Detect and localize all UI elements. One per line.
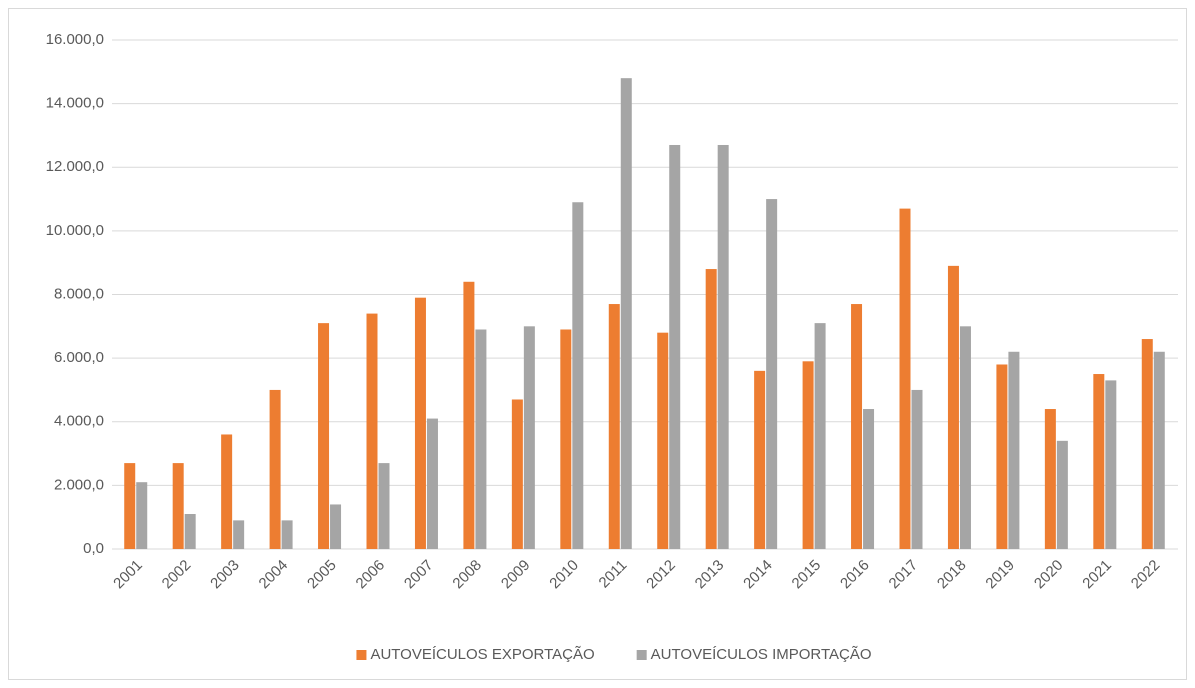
bar	[1093, 374, 1105, 549]
bar	[281, 520, 293, 549]
bar	[414, 297, 426, 549]
bar	[717, 144, 729, 549]
bar	[1153, 351, 1165, 549]
legend-label: AUTOVEÍCULOS IMPORTAÇÃO	[651, 646, 872, 663]
y-tick-label: 10.000,0	[46, 222, 104, 239]
bar	[705, 269, 717, 549]
y-tick-label: 6.000,0	[54, 349, 104, 366]
bar	[269, 389, 281, 549]
bar	[560, 329, 572, 549]
bar	[851, 304, 863, 549]
bar	[959, 326, 971, 549]
bar	[378, 463, 390, 549]
bar	[1044, 409, 1056, 549]
bar	[863, 409, 875, 549]
bar	[1105, 380, 1117, 549]
legend-label: AUTOVEÍCULOS EXPORTAÇÃO	[370, 646, 594, 663]
bar	[899, 208, 911, 549]
y-tick-label: 14.000,0	[46, 95, 104, 112]
bar	[996, 364, 1008, 549]
bar	[330, 504, 342, 549]
bar	[184, 514, 196, 549]
y-tick-label: 0,0	[83, 540, 104, 557]
y-tick-label: 4.000,0	[54, 413, 104, 430]
bar	[947, 265, 959, 549]
bar	[318, 323, 330, 549]
bar	[657, 332, 669, 549]
chart-border	[8, 8, 1187, 680]
bar	[814, 323, 826, 549]
legend-swatch	[356, 650, 367, 660]
bar	[233, 520, 245, 549]
bar	[1141, 339, 1153, 549]
y-tick-label: 2.000,0	[54, 476, 104, 493]
bar	[523, 326, 535, 549]
y-tick-label: 12.000,0	[46, 158, 104, 175]
legend-swatch	[636, 650, 647, 660]
bar	[366, 313, 378, 549]
bar	[911, 389, 923, 549]
bar	[475, 329, 487, 549]
y-tick-label: 8.000,0	[54, 285, 104, 302]
bar	[1056, 440, 1068, 549]
y-tick-label: 16.000,0	[46, 31, 104, 48]
bar	[608, 304, 620, 549]
bar	[1008, 351, 1020, 549]
bar	[124, 463, 136, 549]
bar	[511, 399, 523, 549]
bar	[572, 202, 584, 549]
bar	[172, 463, 184, 549]
bar	[802, 361, 814, 549]
bar	[426, 418, 438, 549]
bar	[754, 370, 766, 549]
bar	[463, 281, 475, 549]
bar	[620, 78, 632, 550]
bar	[669, 144, 681, 549]
bar	[221, 434, 233, 549]
bar	[766, 199, 778, 549]
bar	[136, 482, 148, 549]
